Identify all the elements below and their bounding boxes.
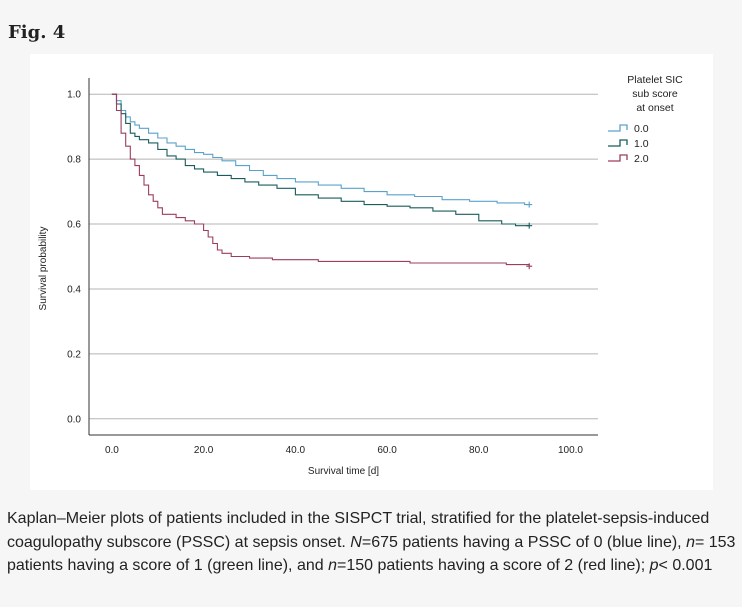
caption-var-n: n [686, 533, 695, 551]
legend-title: Platelet SIC [627, 74, 683, 86]
x-tick-label: 100.0 [558, 445, 583, 456]
figure-caption: Kaplan–Meier plots of patients included … [7, 507, 737, 578]
x-tick-label: 80.0 [469, 445, 489, 456]
series-line-1.0 [111, 93, 530, 227]
legend-title: at onset [636, 102, 673, 114]
series-layer [111, 93, 533, 270]
y-tick-label: 0.6 [67, 220, 81, 231]
legend-label-2.0: 2.0 [634, 153, 649, 165]
x-tick-label: 40.0 [286, 445, 306, 456]
caption-var-N: N [350, 533, 362, 551]
censor-mark-0.0 [526, 201, 533, 208]
caption-text: = 153 patients having a score of 1 (gree… [7, 533, 736, 575]
legend: Platelet SIC sub score at onset 0.0 1.0 2.0 [608, 74, 683, 165]
tick-layer: 0.0 0.2 0.4 0.6 0.8 1.0 0.0 20.0 40.0 60.0 80.0 100… [67, 90, 583, 456]
censor-mark-2.0 [526, 263, 533, 270]
caption-text: =150 patients having a score of 2 (red l… [337, 557, 650, 574]
caption-text: Kaplan–Meier plots of patients included … [7, 510, 710, 551]
x-axis-label: Survival time [d] [308, 466, 379, 477]
chart-panel: 0.0 0.2 0.4 0.6 0.8 1.0 0.0 20.0 40.0 60.0 80.0 100… [30, 54, 713, 490]
grid-layer [89, 93, 598, 420]
series-line-2.0 [111, 93, 530, 267]
y-tick-label: 0.2 [67, 349, 81, 360]
caption-var-p: p [649, 557, 659, 574]
axes-layer [88, 78, 598, 436]
legend-swatch-1.0 [608, 139, 628, 147]
y-axis-label: Survival probability [38, 227, 49, 311]
caption-text: < 0.001 [658, 557, 713, 574]
legend-swatch-0.0 [608, 124, 628, 132]
caption-text: =675 patients having a PSSC of 0 (blue l… [361, 533, 687, 551]
x-tick-label: 0.0 [105, 445, 119, 456]
x-tick-label: 60.0 [377, 445, 397, 456]
legend-label-0.0: 0.0 [634, 123, 649, 135]
series-line-0.0 [111, 93, 530, 206]
y-tick-label: 0.0 [67, 414, 81, 425]
figure-label: Fig. 4 [8, 22, 66, 43]
censor-mark-1.0 [526, 222, 533, 229]
y-tick-label: 0.8 [67, 155, 81, 166]
legend-swatch-2.0 [608, 154, 628, 162]
y-tick-label: 1.0 [67, 90, 81, 101]
legend-label-1.0: 1.0 [634, 138, 649, 150]
legend-title: sub score [632, 88, 678, 100]
kaplan-meier-chart: 0.0 0.2 0.4 0.6 0.8 1.0 0.0 20.0 40.0 60.0 80.0 100… [38, 74, 683, 477]
x-tick-label: 20.0 [194, 445, 214, 456]
caption-var-n: n [328, 557, 337, 574]
y-tick-label: 0.4 [67, 284, 81, 295]
